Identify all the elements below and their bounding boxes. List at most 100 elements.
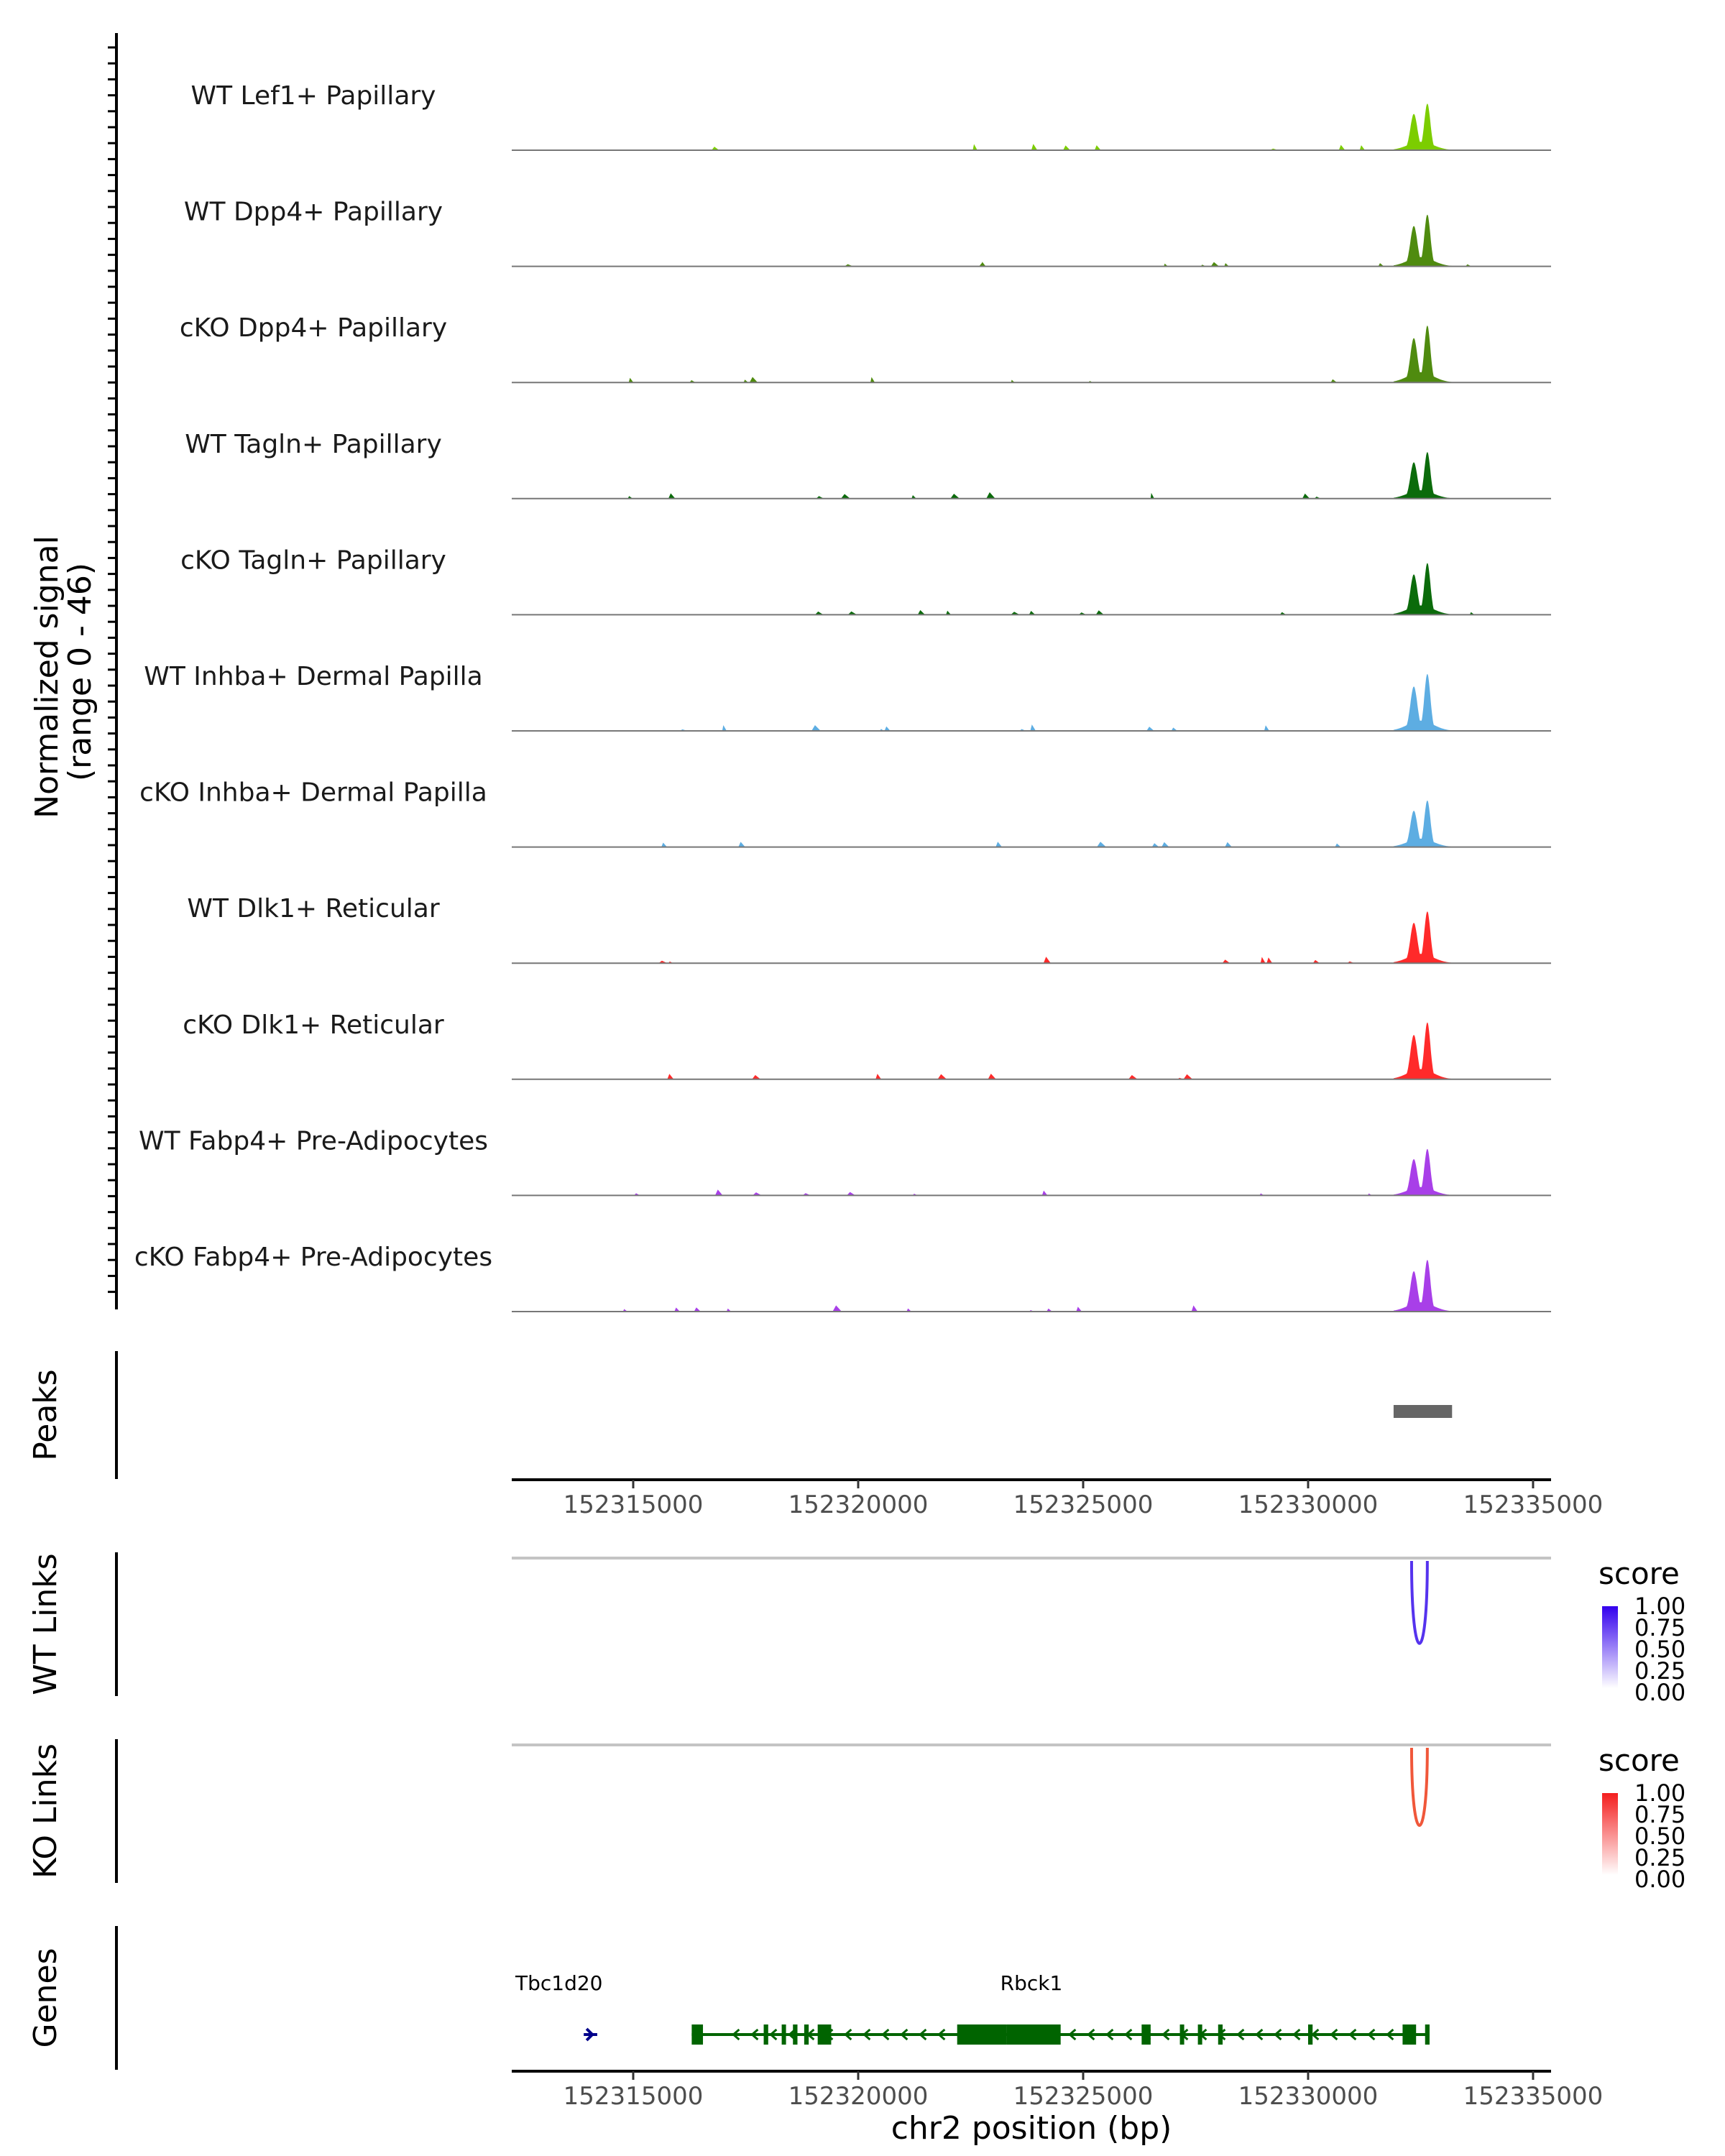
exon [1179, 2024, 1184, 2045]
coverage-bump [1146, 727, 1154, 731]
ko-links-legend: score 1.00 0.75 0.50 0.25 0.00 [1598, 1743, 1685, 1893]
coverage-bump [738, 842, 745, 847]
coverage-bump [1063, 145, 1070, 150]
coverage-bump [749, 377, 758, 383]
strand-arrow [1386, 2028, 1394, 2041]
exon [793, 2024, 798, 2045]
coverage-bump [1097, 842, 1106, 847]
x-tick-label: 152330000 [1238, 1491, 1379, 1519]
coverage-peak-area [1393, 103, 1453, 150]
track-label: WT Dlk1+ Reticular [187, 894, 439, 923]
wt-legend-colorbar [1602, 1606, 1618, 1688]
track-label: cKO Dlk1+ Reticular [183, 1010, 444, 1040]
link-arc [1409, 1747, 1429, 1827]
ko-links-label: KO Links [27, 1743, 64, 1879]
ko-legend-value-4: 0.25 [1634, 1844, 1685, 1871]
gene-models: Tbc1d20 Rbck1 [515, 1971, 1430, 2045]
strand-arrow [1087, 2028, 1095, 2041]
track-label: cKO Fabp4+ Pre-Adipocytes [134, 1243, 492, 1272]
exon [1141, 2024, 1151, 2045]
track-label: cKO Inhba+ Dermal Papilla [139, 778, 487, 808]
strand-arrow [881, 2028, 890, 2041]
peak-regions [1393, 1405, 1453, 1418]
strand-arrow [1105, 2028, 1114, 2041]
strand-arrow [844, 2028, 852, 2041]
coverage-track: WT Dpp4+ Papillary [184, 198, 1551, 267]
coverage-bump [668, 493, 676, 499]
coverage-bump [1312, 959, 1320, 964]
exon [763, 2024, 768, 2045]
exon [1006, 2024, 1061, 2045]
coverage-bump [911, 495, 916, 499]
position-axis-bottom: 152315000 152320000 152325000 152330000 1523… [512, 2070, 1603, 2111]
peaks-panel: Peaks [27, 1351, 1453, 1479]
x-tick-label: 152325000 [1013, 1491, 1154, 1519]
coverage-bump [1030, 724, 1036, 731]
coverage-track: cKO Dpp4+ Papillary [180, 313, 1551, 384]
x-tick-label: 152320000 [788, 1491, 929, 1519]
x-tick-label: 152335000 [1463, 1491, 1604, 1519]
coverage-peak-area [1393, 563, 1453, 615]
coverage-tracks: WT Lef1+ Papillary WT Dpp4+ Papillary cKO … [134, 81, 1551, 1312]
exon [804, 2024, 809, 2045]
coverage-bump [1330, 379, 1338, 383]
coverage-peak-area [1393, 1260, 1453, 1312]
coverage-bump [946, 610, 952, 615]
x-axis-title: chr2 position (bp) [891, 2110, 1172, 2147]
coverage-peak-area [1393, 1022, 1453, 1079]
gene-label: Rbck1 [1000, 1971, 1063, 1995]
x-tick-label: 152315000 [564, 2082, 704, 2111]
x-tick-label: 152320000 [788, 2082, 929, 2111]
coverage-bump [1222, 959, 1230, 964]
strand-arrow [585, 2027, 594, 2042]
coverage-bump [950, 494, 960, 499]
wt-links-panel: WT Links [27, 1552, 1551, 1696]
coverage-bump [1359, 145, 1366, 150]
gene-model: Tbc1d20 [515, 1971, 603, 2042]
strand-arrow [1367, 2028, 1376, 2041]
coverage-peak-area [1393, 452, 1453, 499]
coverage-track: cKO Tagln+ Papillary [180, 545, 1551, 616]
coverage-peak-area [1393, 911, 1453, 964]
track-label: WT Fabp4+ Pre-Adipocytes [139, 1126, 488, 1156]
coverage-bump [847, 1192, 856, 1196]
coverage-bump [1095, 610, 1104, 615]
coverage-bump [814, 611, 824, 615]
coverage-bump [1031, 144, 1038, 150]
gene-model: Rbck1 [691, 1971, 1430, 2045]
coverage-track: WT Fabp4+ Pre-Adipocytes [139, 1126, 1551, 1197]
exon [1307, 2024, 1313, 2045]
coverage-bump [752, 1074, 761, 1079]
coverage-bump [972, 144, 978, 150]
strand-arrow [862, 2028, 871, 2041]
exon [1402, 2024, 1417, 2045]
gene-label: Tbc1d20 [515, 1971, 603, 1995]
track-label: WT Dpp4+ Papillary [184, 198, 443, 227]
strand-arrow [900, 2028, 908, 2041]
x-tick-label: 152325000 [1013, 2082, 1154, 2111]
coverage-bump [986, 492, 995, 499]
coverage-bump [1094, 145, 1101, 150]
coverage-bump [753, 1192, 762, 1196]
coverage-bump [714, 1189, 723, 1196]
strand-arrow [919, 2028, 927, 2041]
strand-arrow [937, 2028, 946, 2041]
coverage-peak-area [1393, 673, 1453, 731]
ko-legend-value-3: 0.50 [1634, 1823, 1685, 1850]
coverage-bump [1210, 262, 1220, 267]
coverage-bump [1338, 144, 1346, 150]
coverage-bump [1302, 493, 1310, 499]
coverage-track: WT Tagln+ Papillary [185, 430, 1551, 499]
exon [957, 2024, 1007, 2045]
link-arc [1409, 1560, 1429, 1645]
strand-arrow [1311, 2028, 1320, 2041]
ko-legend-title: score [1598, 1743, 1680, 1778]
ko-links-panel: KO Links [27, 1739, 1551, 1883]
exon [691, 2024, 704, 2045]
coverage-bump [1011, 612, 1020, 615]
ko-legend-value-1: 1.00 [1634, 1779, 1685, 1807]
coverage-bump [1171, 727, 1178, 731]
coverage-peak-area [1393, 800, 1453, 847]
coverage-bump [1041, 1190, 1048, 1196]
